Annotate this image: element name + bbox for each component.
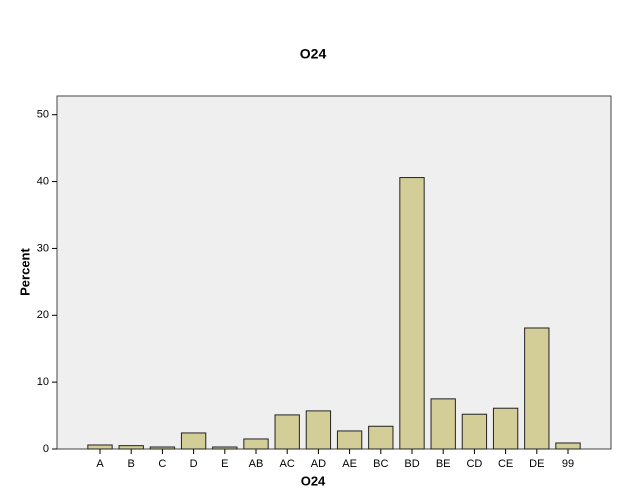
x-tick-label: BC [373,458,388,470]
y-tick-label: 0 [43,443,49,455]
plot-area [56,95,612,450]
x-tick-label: AB [249,458,264,470]
bar [524,327,550,450]
x-tick-label: AC [280,458,295,470]
bar [399,177,425,450]
bar [274,414,300,450]
bar [461,413,488,450]
x-tick-label: BD [404,458,419,470]
y-tick-label: 30 [37,242,49,254]
y-tick-label: 10 [37,376,49,388]
x-axis-title: O24 [301,473,326,488]
x-tick-label: AD [311,458,326,470]
x-tick-label: CE [498,458,513,470]
bar [180,432,207,450]
bar [243,438,269,450]
x-tick-label: C [158,458,166,470]
chart-title: O24 [300,46,327,62]
x-tick-label: DE [529,458,544,470]
y-tick-label: 20 [37,309,49,321]
bar [555,442,581,450]
bar [212,446,238,450]
bar [430,398,456,450]
x-tick-label: BE [436,458,451,470]
x-tick-label: CD [466,458,482,470]
x-tick-label: A [96,458,104,470]
x-tick-label: AE [342,458,357,470]
x-tick-label: E [221,458,228,470]
bar [149,446,176,450]
y-axis-title: Percent [17,247,32,295]
bar [368,425,394,450]
y-tick-label: 40 [37,175,49,187]
x-tick-label: D [190,458,198,470]
bar [305,410,332,450]
x-tick-label: B [128,458,135,470]
y-tick-label: 50 [37,109,49,121]
bar [492,407,519,450]
x-tick-label: 99 [562,458,574,470]
bar [118,445,144,450]
bar [336,430,363,450]
bar [87,444,113,450]
